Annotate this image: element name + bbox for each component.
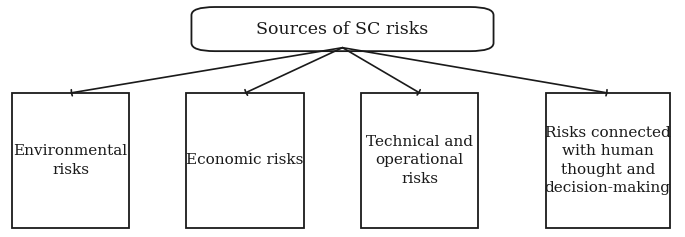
Bar bbox=[361, 93, 478, 228]
Text: Sources of SC risks: Sources of SC risks bbox=[256, 21, 429, 38]
Text: Environmental
risks: Environmental risks bbox=[14, 144, 127, 177]
Text: Economic risks: Economic risks bbox=[186, 153, 304, 167]
FancyBboxPatch shape bbox=[191, 7, 493, 51]
Text: Risks connected
with human
thought and
decision-making: Risks connected with human thought and d… bbox=[545, 126, 671, 195]
Bar bbox=[186, 93, 304, 228]
Bar bbox=[12, 93, 129, 228]
Text: Technical and
operational
risks: Technical and operational risks bbox=[366, 135, 473, 186]
Bar bbox=[545, 93, 670, 228]
